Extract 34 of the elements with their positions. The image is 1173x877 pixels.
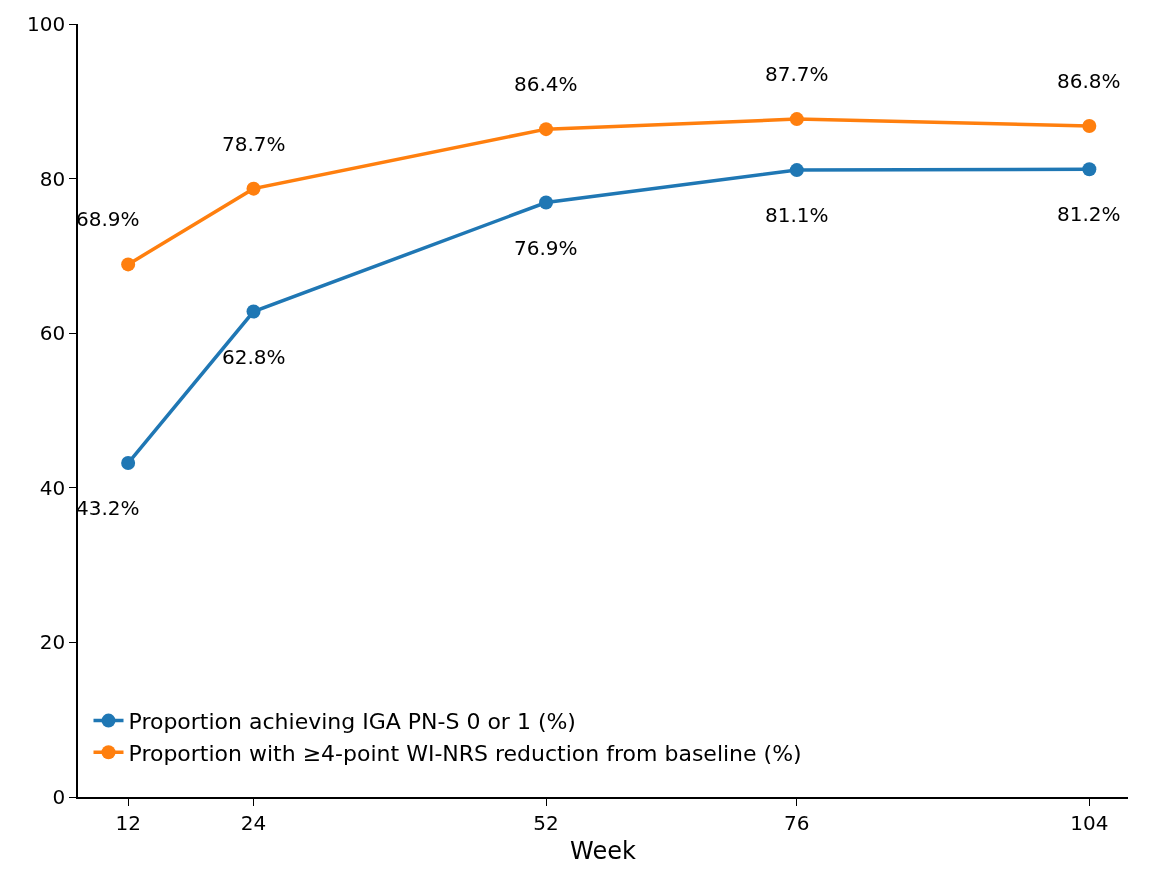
x-tick-label: 24 (240, 810, 267, 835)
data-label: 86.8% (1057, 69, 1121, 93)
y-tick-label: 60 (39, 321, 66, 346)
y-tick-label: 0 (52, 785, 66, 809)
y-tick-label: 40 (39, 475, 66, 500)
point (789, 112, 804, 127)
point (539, 195, 554, 210)
data-label: 62.8% (222, 345, 286, 369)
x-axis-title: Week (570, 836, 636, 865)
data-label: 78.7% (222, 132, 286, 156)
point (246, 181, 261, 196)
legend-label: Proportion with ≥4-point WI-NRS reduction from baseline (%) (128, 740, 802, 766)
data-label: 81.1% (765, 203, 829, 227)
data-label: 81.2% (1057, 202, 1121, 226)
data-label: 68.9% (76, 207, 140, 231)
data-label: 76.9% (514, 236, 578, 260)
data-label: 43.2% (76, 496, 140, 520)
point (1082, 162, 1097, 177)
x-tick-label: 104 (1070, 810, 1109, 835)
y-tick-label: 100 (27, 12, 66, 36)
y-tick-label: 20 (39, 630, 66, 655)
point (789, 163, 804, 178)
point (121, 456, 136, 471)
point (1082, 119, 1097, 134)
y-tick-label: 80 (39, 166, 66, 191)
point (539, 122, 554, 137)
point (246, 304, 261, 319)
x-tick-label: 12 (115, 810, 141, 835)
data-label: 86.4% (514, 72, 578, 96)
data-label: 87.7% (765, 62, 829, 86)
point (121, 257, 136, 272)
x-tick-label: 76 (784, 810, 810, 835)
x-tick-label: 52 (533, 810, 559, 835)
legend-label: Proportion achieving IGA PN-S 0 or 1 (%) (128, 709, 576, 735)
